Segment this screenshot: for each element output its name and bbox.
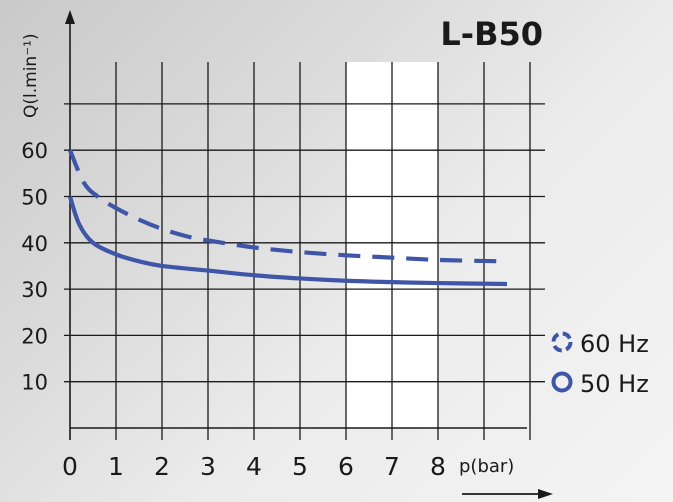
x-tick-label: 1 bbox=[108, 452, 124, 481]
series-line-60-hz bbox=[68, 149, 503, 264]
y-tick-labels: 10 20 30 40 50 60 bbox=[21, 139, 48, 395]
x-tick-label: 6 bbox=[338, 452, 354, 481]
grid bbox=[64, 62, 545, 440]
x-axis-arrow bbox=[538, 489, 553, 499]
y-tick-label: 60 bbox=[21, 139, 48, 163]
series-line-50-hz bbox=[67, 195, 508, 287]
x-tick-label: 5 bbox=[292, 452, 308, 481]
legend-label: 60 Hz bbox=[580, 330, 649, 358]
x-tick-label: 8 bbox=[430, 452, 446, 481]
y-tick-label: 30 bbox=[21, 278, 48, 302]
legend: 60 Hz 50 Hz bbox=[551, 330, 649, 398]
legend-marker-50-hz bbox=[551, 371, 573, 393]
x-tick-label: 4 bbox=[246, 452, 262, 481]
x-tick-label: 3 bbox=[200, 452, 216, 481]
y-tick-label: 50 bbox=[21, 186, 48, 210]
x-tick-label: 2 bbox=[154, 452, 170, 481]
x-tick-label: 0 bbox=[62, 452, 78, 481]
legend-label: 50 Hz bbox=[580, 370, 649, 398]
x-axis-label: p(bar) bbox=[459, 456, 514, 477]
series bbox=[67, 149, 508, 287]
y-axis-label: Q(l.min⁻¹) bbox=[21, 33, 41, 118]
y-tick-label: 20 bbox=[21, 324, 48, 348]
x-tick-labels: 0 1 2 3 4 5 6 7 8 bbox=[62, 452, 446, 481]
chart-title: L-B50 bbox=[440, 15, 543, 53]
y-tick-label: 10 bbox=[21, 371, 48, 395]
y-axis-arrow bbox=[65, 10, 75, 24]
x-tick-label: 7 bbox=[384, 452, 400, 481]
y-tick-label: 40 bbox=[21, 232, 48, 256]
legend-marker-60-hz bbox=[551, 331, 573, 353]
